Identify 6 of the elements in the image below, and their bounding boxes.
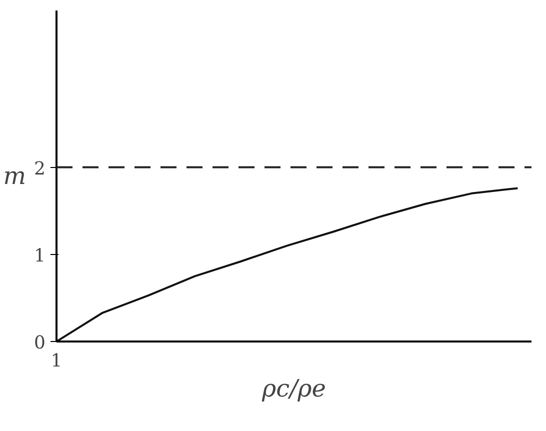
y-tick-label: 2 <box>34 158 46 180</box>
line-series <box>56 187 519 342</box>
y-tick-label: 1 <box>34 245 46 266</box>
x-axis-title: ρc/ρe <box>261 374 326 402</box>
y-tick-label: 0 <box>34 332 46 354</box>
y-axis-title: m <box>3 162 26 190</box>
